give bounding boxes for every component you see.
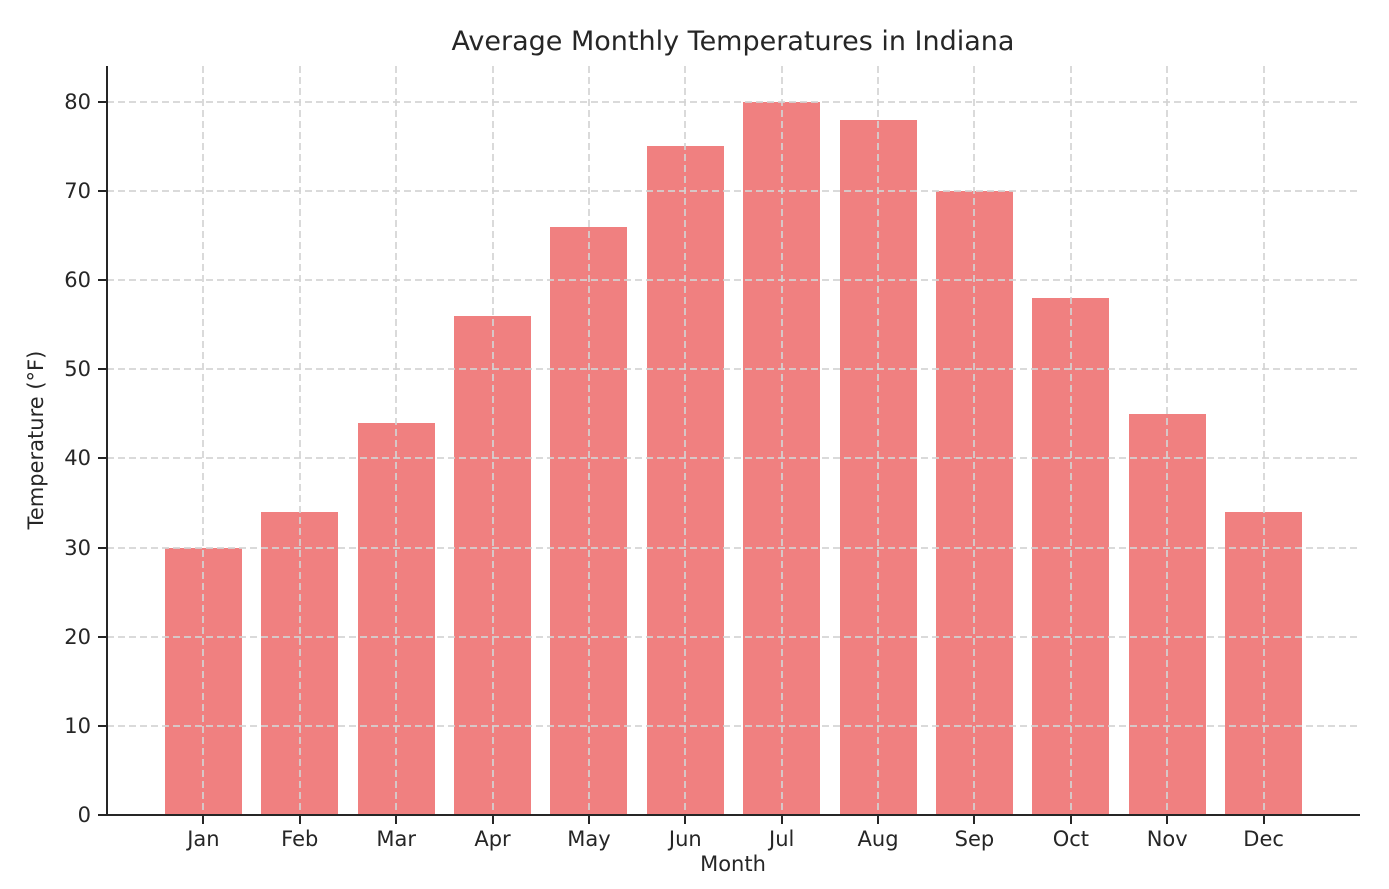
y-tick-label: 20: [64, 624, 91, 649]
y-tick-mark: [98, 724, 106, 727]
y-gridline: [107, 100, 1360, 103]
x-tick-label: Nov: [1146, 827, 1188, 851]
y-tick-mark: [98, 100, 106, 103]
y-tick-label: 60: [64, 268, 91, 292]
x-tick-mark: [1069, 816, 1072, 824]
x-gridline: [587, 66, 590, 815]
x-tick-mark: [587, 816, 590, 824]
y-gridline: [107, 189, 1360, 192]
y-gridline: [107, 457, 1360, 460]
x-tick-label: Jul: [769, 827, 795, 851]
x-gridline: [973, 66, 976, 815]
x-tick-label: Oct: [1052, 827, 1089, 851]
y-tick-mark: [98, 368, 106, 371]
x-tick-label: Sep: [954, 827, 995, 851]
y-tick-mark: [98, 814, 106, 816]
y-tick-label: 50: [64, 357, 91, 382]
y-tick-label: 80: [64, 89, 91, 114]
y-axis-spine: [106, 66, 108, 815]
x-tick-label: Apr: [474, 827, 511, 851]
x-tick-label: Dec: [1243, 827, 1284, 851]
x-tick-mark: [780, 816, 783, 824]
x-tick-mark: [973, 816, 976, 824]
x-tick-mark: [1262, 816, 1265, 824]
y-gridline: [107, 546, 1360, 549]
y-tick-label: 0: [77, 803, 91, 827]
plot-area: 0 10 20 30 40 50 60 70 80 Jan Feb Mar Apr May Jun Jul Au…: [64, 66, 1360, 850]
x-tick-mark: [491, 816, 494, 824]
y-tick-mark: [98, 189, 106, 192]
x-tick-label: Aug: [857, 827, 899, 851]
x-gridline: [202, 66, 205, 815]
x-gridline: [491, 66, 494, 815]
y-gridline: [107, 368, 1360, 371]
chart-title: Average Monthly Temperatures in Indiana: [451, 26, 1015, 57]
y-gridline: [107, 724, 1360, 727]
x-gridline: [298, 66, 301, 815]
y-axis-label: Temperature (°F): [24, 350, 48, 530]
x-gridline: [780, 66, 783, 815]
x-tick-mark: [684, 816, 687, 824]
x-tick-mark: [395, 816, 398, 824]
y-tick-label: 40: [64, 446, 91, 471]
y-tick-label: 30: [64, 535, 91, 560]
x-tick-label: May: [567, 827, 611, 851]
x-axis-spine: [106, 814, 1360, 816]
x-tick-mark: [877, 816, 880, 824]
x-tick-label: Jun: [668, 827, 702, 851]
y-tick-mark: [98, 635, 106, 638]
y-gridline: [107, 279, 1360, 281]
x-axis-label: Month: [700, 852, 766, 876]
x-tick-label: Feb: [281, 827, 319, 851]
x-tick-mark: [202, 816, 205, 824]
x-tick-mark: [298, 816, 301, 824]
x-gridline: [684, 66, 687, 815]
y-tick-label: 10: [64, 713, 91, 738]
x-gridline: [1069, 66, 1072, 815]
y-tick-mark: [98, 546, 106, 549]
y-gridline: [107, 635, 1360, 638]
x-gridline: [1166, 66, 1169, 815]
x-tick-label: Mar: [376, 827, 416, 851]
x-tick-mark: [1166, 816, 1169, 824]
y-tick-mark: [98, 279, 106, 281]
x-tick-label: Jan: [187, 827, 220, 851]
x-gridline: [877, 66, 880, 815]
y-tick-label: 70: [64, 178, 91, 203]
x-gridline: [1262, 66, 1265, 815]
x-gridline: [395, 66, 398, 815]
y-tick-mark: [98, 457, 106, 460]
